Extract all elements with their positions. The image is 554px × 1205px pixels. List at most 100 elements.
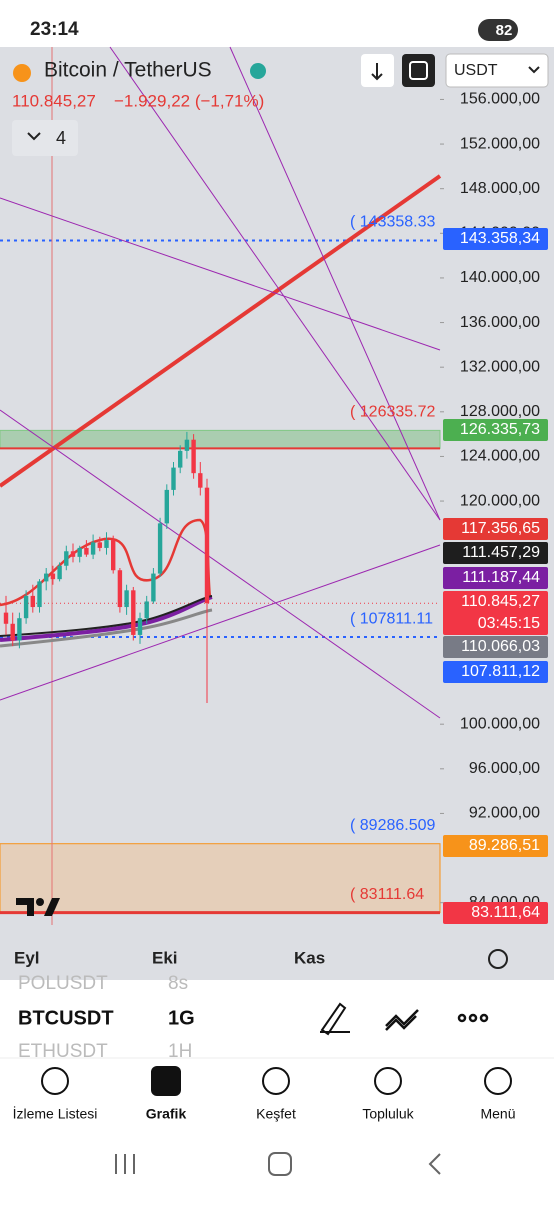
candle-body — [44, 573, 49, 582]
y-tick-label: 136.000,00 — [460, 314, 540, 331]
indicator-toggle[interactable] — [12, 120, 78, 156]
candle-body — [151, 573, 156, 602]
chart-bg — [0, 47, 554, 980]
price-tag — [443, 902, 548, 924]
nav-icon — [41, 1067, 69, 1095]
price-tag-label: 110.066,03 — [461, 638, 540, 655]
price-tag — [443, 591, 548, 635]
candle-body — [131, 590, 136, 635]
candle-body — [157, 523, 163, 574]
price-tag-label: 117.356,65 — [461, 520, 540, 537]
level-label: ( 89286.509 — [350, 817, 436, 834]
y-tick-label: 92.000,00 — [469, 805, 540, 822]
level-label: ( 143358.33 — [350, 214, 436, 231]
battery-level: 82 — [496, 22, 513, 39]
draw-tool[interactable] — [320, 1002, 350, 1036]
time-label: Eki — [152, 948, 178, 967]
price-tag-label: 143.358,34 — [460, 230, 540, 247]
trend-tool[interactable] — [385, 1009, 419, 1031]
next-interval[interactable]: 1H — [168, 1041, 192, 1062]
candle-body — [204, 487, 210, 604]
candle-body — [37, 581, 42, 608]
interval[interactable]: 1G — [168, 1007, 195, 1029]
candle-body — [64, 551, 69, 566]
nav-label[interactable]: Grafik — [146, 1106, 187, 1122]
time-label: Eyl — [14, 948, 40, 967]
y-tick-label: 100.000,00 — [460, 715, 540, 732]
candle-body — [90, 542, 96, 555]
price-tag-label: 111.187,44 — [462, 569, 540, 586]
prev-symbol[interactable]: POLUSDT — [18, 973, 108, 994]
level-label: ( 126335.72 — [350, 404, 436, 421]
battery — [478, 19, 518, 41]
nav-label[interactable]: Topluluk — [362, 1106, 414, 1122]
symbol-title: Bitcoin / TetherUS — [44, 59, 212, 82]
nav-icon — [374, 1067, 402, 1095]
nav-icon — [262, 1067, 290, 1095]
price-tag — [443, 567, 548, 589]
next-symbol[interactable]: ETHUSDT — [18, 1041, 108, 1062]
level-label: ( 83111.64 — [350, 886, 424, 903]
price-tag-label: 110.845,27 — [461, 593, 540, 610]
y-tick-label: 120.000,00 — [460, 492, 540, 509]
price-tag — [443, 661, 548, 683]
prev-interval[interactable]: 8s — [168, 973, 188, 994]
candle-body — [178, 450, 183, 468]
nav-label[interactable]: Menü — [480, 1106, 515, 1122]
currency-select[interactable] — [445, 53, 549, 88]
level-label: ( 107811.11 — [350, 610, 433, 627]
candle-body — [124, 590, 129, 608]
market-status — [250, 63, 266, 79]
candle-body — [164, 489, 169, 524]
candle-body — [111, 540, 116, 571]
candle-body — [30, 595, 35, 608]
price-tag — [443, 636, 548, 658]
candle-body — [97, 542, 102, 548]
y-tick-label: 152.000,00 — [460, 135, 540, 152]
toolbar — [0, 980, 554, 1058]
clock: 23:14 — [30, 19, 79, 40]
price-tag — [443, 835, 548, 857]
settings-button[interactable] — [488, 949, 508, 969]
nav-label[interactable]: Keşfet — [256, 1106, 296, 1122]
candle-body — [117, 570, 123, 608]
price-tag-label: 83.111,64 — [471, 904, 540, 921]
price-tag-label: 126.335,73 — [460, 421, 540, 438]
countdown: 03:45:15 — [478, 615, 540, 632]
candle-body — [10, 623, 15, 641]
drawings — [0, 46, 442, 925]
candle-body — [23, 595, 29, 619]
symbol[interactable]: BTCUSDT — [18, 1007, 114, 1029]
candle-body — [84, 547, 89, 555]
btc-icon — [13, 64, 31, 82]
price-tag — [443, 518, 548, 540]
nav-label[interactable]: İzleme Listesi — [13, 1105, 98, 1122]
price-tag-label: 107.811,12 — [461, 663, 540, 680]
candle-body — [3, 612, 9, 624]
demand-zone — [0, 843, 441, 914]
fullscreen-button[interactable] — [402, 54, 435, 87]
y-tick-label: 132.000,00 — [460, 358, 540, 375]
y-tick-label: 140.000,00 — [460, 269, 540, 286]
y-tick-label: 124.000,00 — [460, 448, 540, 465]
candle-body — [77, 547, 82, 557]
y-tick-label: 156.000,00 — [460, 91, 540, 108]
candle-body — [137, 618, 143, 635]
candle-body — [184, 439, 190, 451]
time-label: Kas — [294, 948, 325, 967]
tv-logo — [16, 898, 60, 916]
candle-body — [144, 601, 149, 619]
candle-body — [17, 618, 22, 641]
price-tag-label: 111.457,29 — [462, 544, 540, 561]
price-tag — [443, 542, 548, 564]
candle-body — [191, 439, 196, 474]
candle-body — [198, 473, 203, 488]
last-price: 110.845,27 — [12, 91, 96, 110]
price-tag — [443, 228, 548, 250]
candle-body — [104, 540, 109, 548]
candle-body — [171, 467, 176, 490]
more-button[interactable] — [457, 1013, 489, 1023]
candle-body — [50, 573, 56, 580]
